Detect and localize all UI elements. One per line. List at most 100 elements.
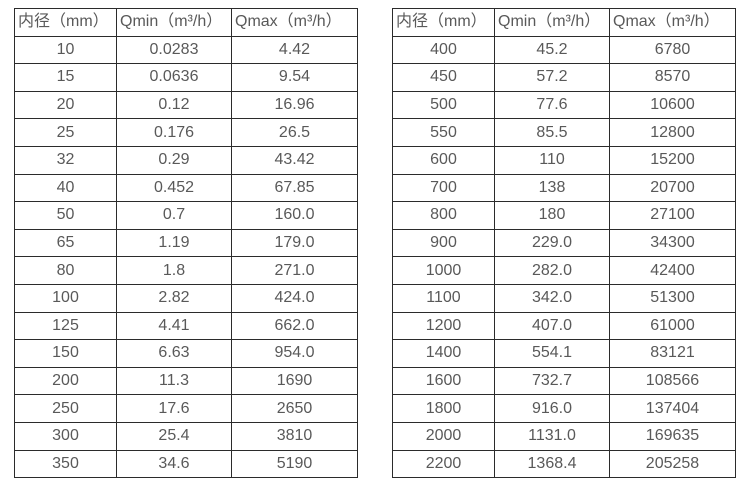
cell-qmin: 17.6	[116, 394, 232, 423]
cell-diameter: 150	[14, 339, 117, 368]
cell-diameter: 20	[14, 90, 117, 120]
table-row: 20 0.12 16.96	[14, 90, 358, 120]
cell-diameter: 300	[14, 421, 117, 451]
cell-qmax: 954.0	[231, 339, 358, 368]
table-row: 300 25.4 3810	[14, 421, 358, 451]
table-row: 1600 732.7 108566	[392, 366, 736, 396]
cell-diameter: 800	[392, 201, 495, 230]
cell-qmin: 0.12	[116, 90, 232, 120]
table-row: 40 0.452 67.85	[14, 173, 358, 203]
cell-qmax: 8570	[609, 63, 736, 92]
cell-qmax: 9.54	[231, 63, 358, 92]
cell-qmax: 424.0	[231, 283, 358, 313]
cell-diameter: 25	[14, 118, 117, 147]
cell-diameter: 450	[392, 63, 495, 92]
cell-qmin: 57.2	[494, 63, 610, 92]
table-row: 50 0.7 160.0	[14, 201, 358, 230]
cell-diameter: 2000	[392, 421, 495, 451]
cell-qmax: 12800	[609, 118, 736, 147]
cell-qmin: 916.0	[494, 394, 610, 423]
table-row: 550 85.5 12800	[392, 118, 736, 147]
cell-qmax: 20700	[609, 173, 736, 203]
cell-qmin: 0.7	[116, 201, 232, 230]
cell-qmax: 16.96	[231, 90, 358, 120]
column-header-diameter: 内径（mm）	[392, 8, 495, 37]
cell-qmin: 229.0	[494, 228, 610, 258]
header-row: 内径（mm） Qmin（m³/h） Qmax（m³/h）	[392, 8, 736, 37]
table-row: 2200 1368.4 205258	[392, 449, 736, 479]
cell-diameter: 350	[14, 449, 117, 479]
table-row: 125 4.41 662.0	[14, 311, 358, 341]
cell-diameter: 700	[392, 173, 495, 203]
column-header-qmax: Qmax（m³/h）	[609, 8, 736, 37]
cell-diameter: 50	[14, 201, 117, 230]
table-row: 10 0.0283 4.42	[14, 35, 358, 65]
cell-qmax: 67.85	[231, 173, 358, 203]
cell-diameter: 900	[392, 228, 495, 258]
cell-qmin: 1368.4	[494, 449, 610, 479]
cell-diameter: 15	[14, 63, 117, 92]
cell-qmax: 160.0	[231, 201, 358, 230]
cell-qmax: 42400	[609, 256, 736, 285]
cell-qmin: 25.4	[116, 421, 232, 451]
column-header-qmin: Qmin（m³/h）	[116, 8, 232, 37]
cell-diameter: 500	[392, 90, 495, 120]
cell-qmax: 271.0	[231, 256, 358, 285]
cell-qmin: 0.0283	[116, 35, 232, 65]
table-row: 500 77.6 10600	[392, 90, 736, 120]
cell-qmin: 110	[494, 145, 610, 175]
table-row: 65 1.19 179.0	[14, 228, 358, 258]
cell-qmax: 15200	[609, 145, 736, 175]
cell-qmin: 282.0	[494, 256, 610, 285]
cell-diameter: 550	[392, 118, 495, 147]
cell-qmin: 554.1	[494, 339, 610, 368]
column-header-qmax: Qmax（m³/h）	[231, 8, 358, 37]
table-row: 1000 282.0 42400	[392, 256, 736, 285]
table-row: 1100 342.0 51300	[392, 283, 736, 313]
cell-qmin: 138	[494, 173, 610, 203]
flow-rate-table-small-diameters: 内径（mm） Qmin（m³/h） Qmax（m³/h） 10 0.0283 4.4…	[14, 8, 358, 479]
cell-qmin: 342.0	[494, 283, 610, 313]
cell-qmin: 0.452	[116, 173, 232, 203]
column-header-diameter: 内径（mm）	[14, 8, 117, 37]
cell-qmax: 26.5	[231, 118, 358, 147]
cell-qmax: 169635	[609, 421, 736, 451]
cell-diameter: 125	[14, 311, 117, 341]
cell-qmin: 34.6	[116, 449, 232, 479]
cell-qmax: 27100	[609, 201, 736, 230]
cell-qmin: 45.2	[494, 35, 610, 65]
flow-rate-table-large-diameters: 内径（mm） Qmin（m³/h） Qmax（m³/h） 400 45.2 6780…	[392, 8, 736, 479]
cell-qmin: 0.176	[116, 118, 232, 147]
cell-qmin: 1.8	[116, 256, 232, 285]
cell-qmax: 43.42	[231, 145, 358, 175]
table-row: 200 11.3 1690	[14, 366, 358, 396]
cell-qmax: 662.0	[231, 311, 358, 341]
cell-qmin: 85.5	[494, 118, 610, 147]
table-row: 700 138 20700	[392, 173, 736, 203]
cell-qmin: 407.0	[494, 311, 610, 341]
cell-qmax: 51300	[609, 283, 736, 313]
cell-diameter: 32	[14, 145, 117, 175]
cell-qmax: 6780	[609, 35, 736, 65]
cell-diameter: 2200	[392, 449, 495, 479]
cell-qmin: 732.7	[494, 366, 610, 396]
table-row: 1800 916.0 137404	[392, 394, 736, 423]
table-row: 800 180 27100	[392, 201, 736, 230]
cell-qmin: 2.82	[116, 283, 232, 313]
cell-diameter: 1000	[392, 256, 495, 285]
table-row: 100 2.82 424.0	[14, 283, 358, 313]
cell-diameter: 80	[14, 256, 117, 285]
cell-diameter: 1600	[392, 366, 495, 396]
cell-qmin: 0.0636	[116, 63, 232, 92]
cell-diameter: 400	[392, 35, 495, 65]
cell-qmin: 6.63	[116, 339, 232, 368]
cell-qmax: 1690	[231, 366, 358, 396]
cell-qmax: 34300	[609, 228, 736, 258]
cell-qmax: 4.42	[231, 35, 358, 65]
cell-diameter: 65	[14, 228, 117, 258]
table-row: 350 34.6 5190	[14, 449, 358, 479]
cell-qmin: 11.3	[116, 366, 232, 396]
cell-qmax: 61000	[609, 311, 736, 341]
cell-diameter: 250	[14, 394, 117, 423]
